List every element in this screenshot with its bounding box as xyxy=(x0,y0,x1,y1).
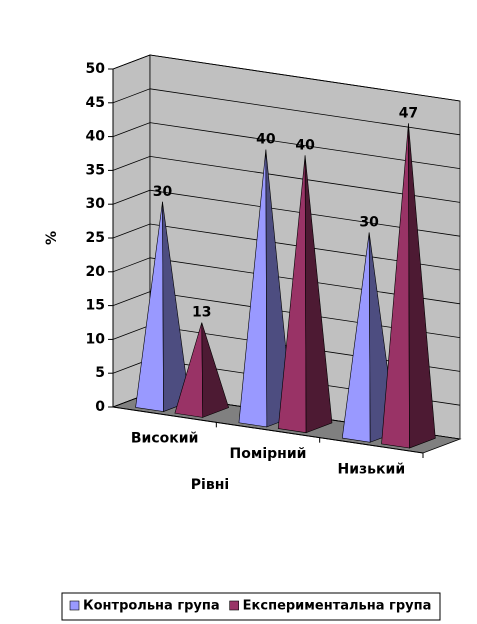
y-tick-label: 35 xyxy=(86,162,105,178)
pyramid-side xyxy=(304,155,333,434)
y-tick-label: 25 xyxy=(86,230,105,246)
legend-swatch xyxy=(69,600,80,611)
value-label: 30 xyxy=(359,214,379,230)
y-tick-label: 0 xyxy=(95,399,105,415)
pyramid xyxy=(277,155,333,434)
grid-line xyxy=(112,155,461,203)
y-tick-label: 30 xyxy=(86,196,106,212)
value-label: 13 xyxy=(192,305,211,321)
pyramid-side xyxy=(408,123,436,449)
y-axis-title: % xyxy=(44,231,60,245)
grid-line xyxy=(112,223,461,271)
y-tick-label: 10 xyxy=(86,331,106,347)
legend-label: Контрольна група xyxy=(83,599,220,614)
legend-swatch xyxy=(229,600,239,611)
x-tick-label: Помірний xyxy=(230,446,307,462)
grid-line xyxy=(112,257,461,305)
pyramid-side xyxy=(201,322,230,418)
pyramid xyxy=(174,322,230,418)
y-tick-label: 40 xyxy=(86,129,106,145)
y-tick-label: 45 xyxy=(86,95,105,111)
legend-label: Експериментальна група xyxy=(243,599,432,614)
y-tick-label: 20 xyxy=(86,264,106,280)
grid-line xyxy=(112,189,461,237)
grid-line xyxy=(112,54,461,102)
value-label: 40 xyxy=(295,137,315,153)
grid-line xyxy=(112,122,461,169)
grid-line xyxy=(112,88,461,136)
y-tick-label: 15 xyxy=(86,298,105,314)
x-tick-label: Високий xyxy=(131,431,199,447)
x-tick-label: Низький xyxy=(338,461,406,477)
value-label: 30 xyxy=(153,184,173,200)
pyramid xyxy=(135,201,190,413)
pyramid xyxy=(381,123,436,449)
x-axis-title: Рівні xyxy=(191,477,229,493)
value-label: 47 xyxy=(399,105,418,121)
y-tick-label: 5 xyxy=(95,365,105,381)
grid-line xyxy=(112,291,461,338)
pyramid-side xyxy=(162,201,190,413)
legend-box xyxy=(61,592,441,621)
value-label: 40 xyxy=(256,132,276,148)
x-axis xyxy=(112,406,424,454)
y-tick-label: 50 xyxy=(86,61,106,77)
